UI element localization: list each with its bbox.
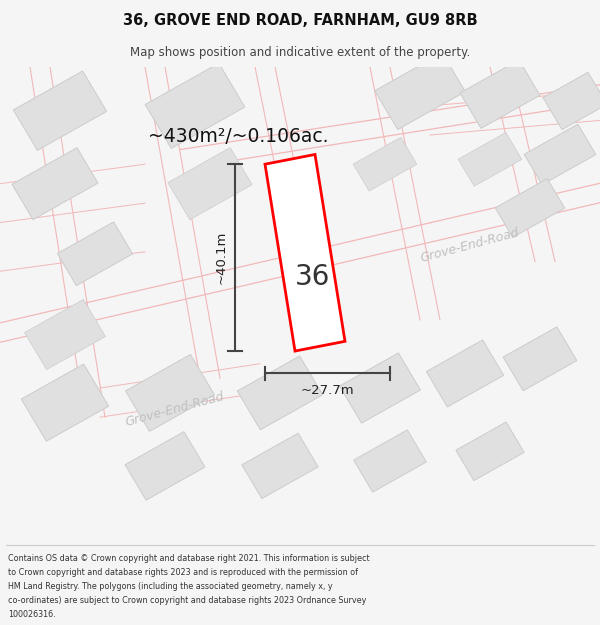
Text: co-ordinates) are subject to Crown copyright and database rights 2023 Ordnance S: co-ordinates) are subject to Crown copyr…: [8, 596, 366, 605]
Text: Contains OS data © Crown copyright and database right 2021. This information is : Contains OS data © Crown copyright and d…: [8, 554, 370, 563]
Polygon shape: [145, 63, 245, 148]
Polygon shape: [427, 340, 503, 407]
Polygon shape: [353, 430, 427, 492]
Polygon shape: [22, 364, 109, 441]
Polygon shape: [168, 148, 252, 220]
Polygon shape: [125, 432, 205, 500]
Polygon shape: [543, 72, 600, 129]
Text: 36: 36: [295, 263, 331, 291]
Text: to Crown copyright and database rights 2023 and is reproduced with the permissio: to Crown copyright and database rights 2…: [8, 568, 358, 578]
Polygon shape: [265, 154, 345, 351]
Polygon shape: [25, 299, 106, 369]
Polygon shape: [495, 179, 565, 238]
Polygon shape: [238, 356, 323, 430]
Polygon shape: [458, 132, 522, 186]
Text: 100026316.: 100026316.: [8, 610, 55, 619]
Text: Grove-End-Road: Grove-End-Road: [124, 390, 226, 429]
Polygon shape: [13, 71, 107, 151]
Text: ~27.7m: ~27.7m: [301, 384, 355, 398]
Polygon shape: [12, 148, 98, 219]
Polygon shape: [456, 422, 524, 481]
Polygon shape: [353, 138, 417, 191]
Text: ~430m²/~0.106ac.: ~430m²/~0.106ac.: [148, 127, 329, 146]
Polygon shape: [460, 60, 540, 128]
Polygon shape: [242, 433, 318, 499]
Polygon shape: [524, 124, 596, 185]
Polygon shape: [340, 353, 421, 423]
Text: 36, GROVE END ROAD, FARNHAM, GU9 8RB: 36, GROVE END ROAD, FARNHAM, GU9 8RB: [122, 12, 478, 28]
Polygon shape: [503, 327, 577, 391]
Text: Map shows position and indicative extent of the property.: Map shows position and indicative extent…: [130, 46, 470, 59]
Polygon shape: [125, 354, 214, 431]
Text: ~40.1m: ~40.1m: [215, 231, 227, 284]
Polygon shape: [58, 222, 133, 286]
Text: Grove-End-Road: Grove-End-Road: [419, 226, 521, 264]
Text: HM Land Registry. The polygons (including the associated geometry, namely x, y: HM Land Registry. The polygons (includin…: [8, 582, 332, 591]
Polygon shape: [375, 53, 465, 129]
